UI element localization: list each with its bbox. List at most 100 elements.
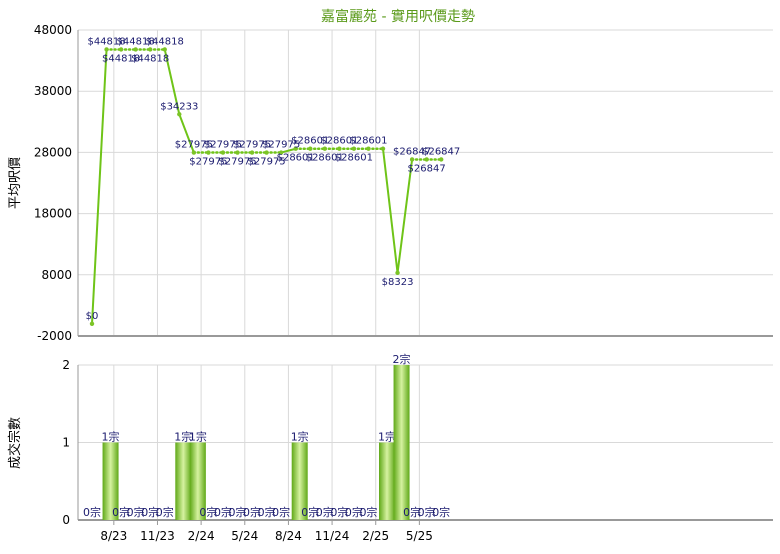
price-data-label: $27975 (175, 140, 213, 151)
price-y-tick-label: 28000 (34, 145, 72, 159)
price-series-segment (178, 113, 195, 154)
price-point (133, 47, 138, 52)
price-data-label: $26847 (393, 146, 431, 157)
price-data-label: $27975 (189, 157, 227, 168)
x-tick-label: 8/23 (100, 529, 127, 543)
price-point (351, 146, 357, 151)
price-point (380, 146, 386, 151)
volume-bar-label: 0宗 (127, 505, 145, 519)
price-point (206, 150, 211, 155)
volume-bar-label: 0宗 (229, 505, 247, 519)
price-data-label: $8323 (382, 277, 414, 288)
x-tick-label: 8/24 (275, 529, 302, 543)
price-point (118, 47, 124, 52)
price-data-label: $28601 (335, 153, 373, 164)
volume-bar-label: 0宗 (199, 505, 217, 519)
x-tick-label: 5/24 (231, 529, 258, 543)
price-data-label: $28601 (320, 136, 358, 147)
price-data-label: $44818 (117, 36, 155, 47)
price-data-label: $34233 (160, 101, 198, 112)
price-point (366, 146, 371, 151)
price-y-tick-label: 38000 (34, 84, 72, 98)
price-y-tick-label: 8000 (41, 268, 72, 282)
volume-bar (175, 442, 192, 520)
price-y-tick-label: -2000 (37, 329, 72, 343)
price-data-label: $27975 (262, 140, 300, 151)
price-series-segment (280, 147, 297, 154)
price-point (278, 150, 284, 155)
price-axis-label: 平均呎價 (8, 157, 23, 209)
price-point (89, 321, 95, 326)
x-tick-label: 11/23 (140, 529, 175, 543)
price-point (409, 157, 415, 162)
price-point (395, 270, 400, 276)
price-data-label: $28601 (306, 153, 344, 164)
volume-bar-label: 0宗 (359, 505, 377, 519)
volume-bar-label: 0宗 (156, 505, 174, 519)
volume-bar-label: 0宗 (330, 505, 348, 519)
volume-bar-label: 1宗 (291, 430, 309, 444)
price-data-label: $26847 (408, 163, 446, 174)
price-plot: -2000800018000280003800048000$0$44818$44… (34, 23, 773, 343)
volume-bar (379, 442, 395, 520)
price-y-tick-label: 48000 (34, 23, 72, 37)
price-point (148, 47, 153, 52)
volume-bar-label: 0宗 (258, 505, 276, 519)
price-data-label: $44818 (87, 36, 125, 47)
price-point (337, 146, 342, 151)
volume-bar-label: 0宗 (418, 505, 436, 519)
price-data-label: $28601 (291, 136, 329, 147)
price-data-label: $44818 (146, 36, 184, 47)
volume-y-tick-label: 0 (62, 513, 70, 527)
volume-bar-label: 0宗 (272, 505, 290, 519)
price-point (104, 47, 109, 52)
price-point (249, 150, 255, 155)
volume-bar-label: 0宗 (301, 505, 319, 519)
price-point (293, 146, 298, 151)
x-tick-label: 11/24 (315, 529, 350, 543)
price-point (264, 150, 269, 155)
price-point (220, 150, 226, 155)
price-point (191, 150, 197, 155)
price-point (308, 146, 313, 151)
volume-bar-label: 0宗 (141, 505, 159, 519)
price-data-label: $27975 (204, 140, 242, 151)
price-data-label: $26847 (422, 146, 460, 157)
price-data-label: $27975 (248, 157, 286, 168)
volume-bar (393, 365, 410, 520)
price-data-label: $44818 (131, 53, 169, 64)
price-point (439, 157, 444, 162)
volume-axis-label: 成交宗數 (7, 417, 23, 469)
x-tick-label: 2/24 (188, 529, 215, 543)
price-point (162, 47, 167, 52)
price-data-label: $27975 (218, 157, 256, 168)
price-series-segment (396, 158, 414, 274)
volume-bar-label: 0宗 (112, 505, 130, 519)
volume-bar-label: 0宗 (432, 505, 450, 519)
volume-bar-label: 1宗 (102, 430, 120, 444)
volume-bar-label: 0宗 (83, 505, 101, 519)
volume-bar-label: 1宗 (174, 430, 192, 444)
volume-bar-label: 0宗 (214, 505, 232, 519)
volume-bar (291, 442, 308, 520)
chart-title: 嘉富麗苑 - 實用呎價走勢 (321, 8, 475, 25)
price-point (322, 146, 327, 151)
volume-bar-label: 0宗 (403, 505, 421, 519)
x-tick-label: 2/25 (362, 529, 389, 543)
price-y-tick-label: 18000 (34, 207, 72, 221)
volume-bar-label: 0宗 (345, 505, 363, 519)
volume-bar (102, 442, 119, 520)
volume-y-tick-label: 1 (62, 436, 70, 450)
volume-bar-label: 0宗 (243, 505, 261, 519)
volume-bar-label: 1宗 (378, 430, 396, 444)
price-point (235, 150, 240, 155)
volume-plot: 0 1 2 8/23 11/23 2/24 5/24 8/24 11/24 2/25 5/25 0宗 1… (62, 352, 773, 543)
price-point (424, 157, 429, 162)
price-data-label: $0 (86, 311, 99, 322)
price-series-segment (163, 48, 181, 116)
price-series-segment (91, 48, 108, 325)
price-data-label: $28601 (277, 153, 315, 164)
volume-bar-label: 0宗 (316, 505, 334, 519)
